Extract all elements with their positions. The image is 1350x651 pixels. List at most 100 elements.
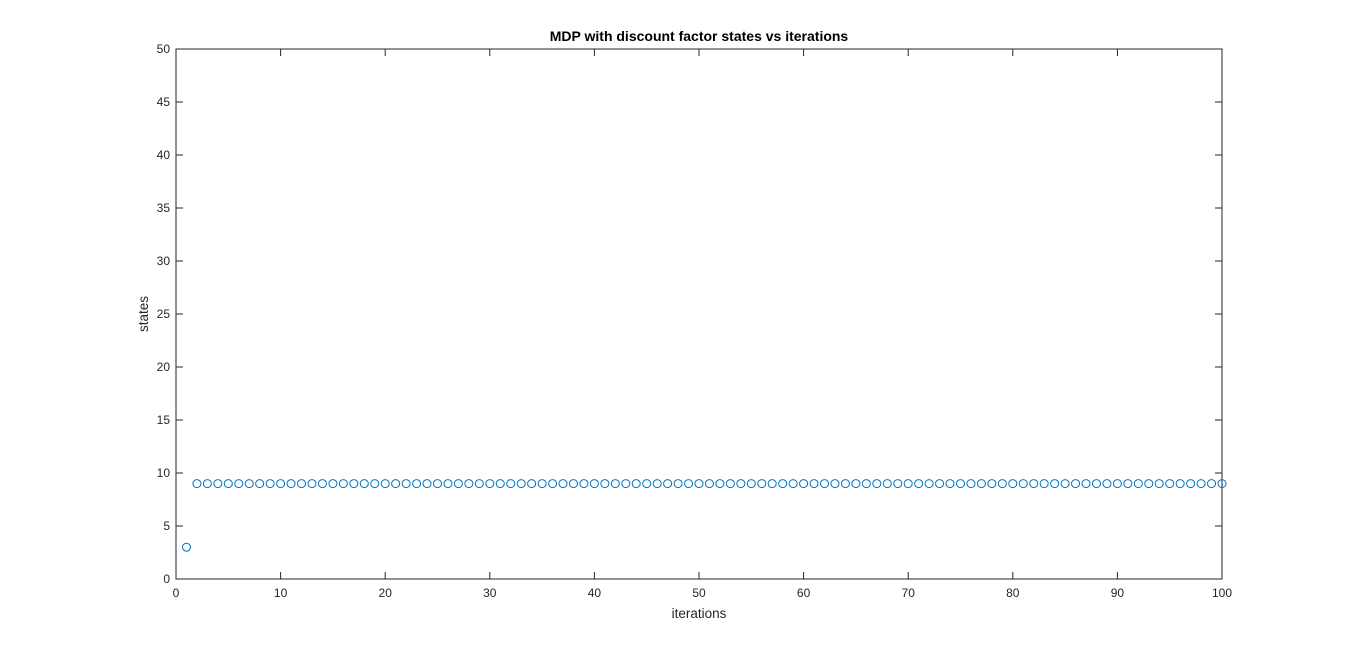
data-point [1102,479,1112,489]
data-point [840,479,850,489]
data-point [1029,479,1039,489]
data-point [778,479,788,489]
data-point [610,479,620,489]
data-point [412,479,422,489]
data-point [945,479,955,489]
data-point [297,479,307,489]
x-tick-label: 40 [588,586,602,600]
data-point [464,479,474,489]
data-point [799,479,809,489]
y-tick-label: 45 [157,95,171,109]
data-point [485,479,495,489]
data-point [631,479,641,489]
data-point [1123,479,1133,489]
data-point [244,479,254,489]
data-point [757,479,767,489]
data-point [820,479,830,489]
data-point [976,479,986,489]
y-tick-label: 35 [157,201,171,215]
data-point [307,479,317,489]
data-point [600,479,610,489]
data-point [1018,479,1028,489]
data-point [276,479,286,489]
data-point [809,479,819,489]
data-point [997,479,1007,489]
data-point [1081,479,1091,489]
x-tick-label: 0 [173,586,180,600]
data-point [715,479,725,489]
data-point [192,479,202,489]
plot-area [175,48,1223,580]
data-point [453,479,463,489]
data-point [1060,479,1070,489]
data-point [694,479,704,489]
y-tick-label: 0 [163,572,170,586]
y-tick-label: 40 [157,148,171,162]
data-point [914,479,924,489]
data-point [652,479,662,489]
data-point [391,479,401,489]
axis-ticks [175,48,1223,580]
data-point [882,479,892,489]
data-point [1091,479,1101,489]
data-point [234,479,244,489]
data-point [328,479,338,489]
x-tick-label: 70 [902,586,916,600]
data-point [987,479,997,489]
data-point [213,479,223,489]
data-point [736,479,746,489]
data-point [474,479,484,489]
data-point [338,479,348,489]
y-tick-label: 15 [157,413,171,427]
data-point [537,479,547,489]
y-tick-label: 25 [157,307,171,321]
data-point [704,479,714,489]
data-point [684,479,694,489]
data-point [1217,479,1227,489]
data-point [966,479,976,489]
x-tick-label: 20 [379,586,393,600]
data-point [746,479,756,489]
data-point [349,479,359,489]
data-point [359,479,369,489]
data-point [1196,479,1206,489]
data-point [495,479,505,489]
y-tick-label: 5 [163,519,170,533]
data-point [1112,479,1122,489]
data-points [181,479,1227,552]
data-point [893,479,903,489]
data-point [924,479,934,489]
data-point [422,479,432,489]
data-point [401,479,411,489]
x-tick-label: 90 [1111,586,1125,600]
data-point [872,479,882,489]
data-point [663,479,673,489]
data-point [255,479,265,489]
y-tick-label: 50 [157,42,171,56]
data-point [1175,479,1185,489]
data-point [223,479,233,489]
data-point [1186,479,1196,489]
axis-tick-labels: 0 10 20 30 40 50 60 70 80 90 100 0 5 10 15 20 25 30 35 40 45… [157,42,1233,600]
data-point [621,479,631,489]
data-point [286,479,296,489]
data-point [265,479,275,489]
data-point [725,479,735,489]
y-tick-label: 10 [157,466,171,480]
y-tick-label: 20 [157,360,171,374]
y-tick-label: 30 [157,254,171,268]
x-tick-label: 100 [1212,586,1232,600]
data-point [642,479,652,489]
data-point [956,479,965,489]
data-point [558,479,568,489]
data-point [1071,479,1081,489]
data-point [1039,479,1049,489]
data-point [548,479,558,489]
data-point [1008,479,1018,489]
x-tick-label: 60 [797,586,811,600]
x-axis-title: iterations [672,606,727,621]
data-point [568,479,578,489]
data-point [851,479,861,489]
data-point [935,479,945,489]
